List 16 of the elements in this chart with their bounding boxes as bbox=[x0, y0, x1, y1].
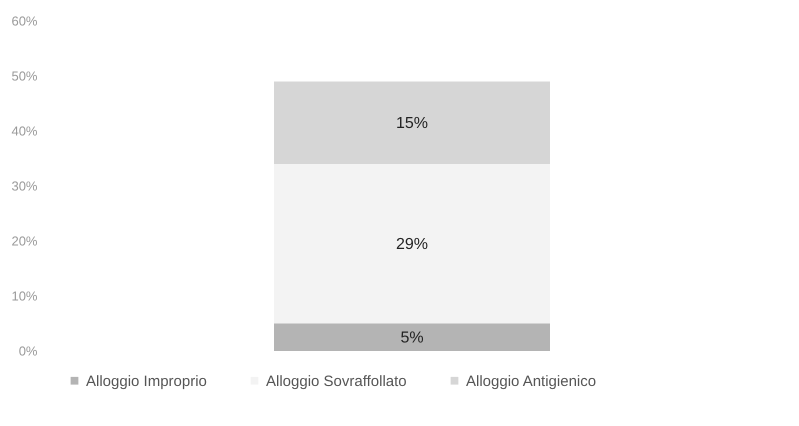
text: 29% bbox=[396, 236, 428, 253]
bar bbox=[274, 82, 550, 164]
y-tick-label: 60% bbox=[11, 14, 38, 28]
legend-label: Alloggio Improprio bbox=[86, 372, 207, 390]
y-tick-label: 20% bbox=[11, 234, 38, 248]
text: 5% bbox=[400, 329, 424, 346]
legend-label: Alloggio Sovraffollato bbox=[266, 372, 407, 390]
text: 15% bbox=[396, 114, 428, 132]
y-tick-label: 0% bbox=[18, 344, 38, 358]
y-tick-label: 50% bbox=[11, 68, 38, 84]
y-tick-label: 30% bbox=[11, 178, 38, 194]
bar bbox=[274, 164, 550, 324]
bar bbox=[274, 324, 550, 351]
y-tick-label: 40% bbox=[11, 124, 38, 138]
y-tick-label: 10% bbox=[11, 288, 38, 304]
legend-label: Alloggio Antigienico bbox=[466, 372, 596, 390]
